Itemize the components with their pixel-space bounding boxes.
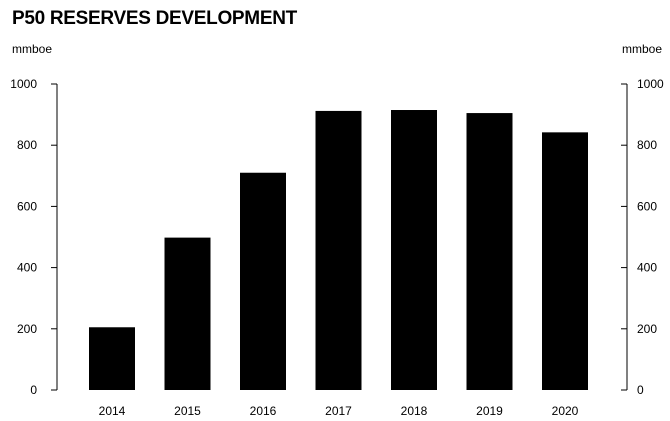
x-tick-label-2015: 2015 bbox=[174, 404, 201, 418]
right-tick-label-400: 400 bbox=[637, 261, 657, 275]
bar-2014 bbox=[89, 327, 135, 390]
right-tick-label-200: 200 bbox=[637, 322, 657, 336]
right-axis-unit: mmboe bbox=[621, 42, 662, 56]
x-tick-label-2017: 2017 bbox=[325, 404, 352, 418]
right-y-axis: 0 200 400 600 800 1000 bbox=[621, 77, 664, 397]
bars-group bbox=[89, 110, 588, 390]
x-tick-label-2019: 2019 bbox=[476, 404, 503, 418]
right-tick-label-1000: 1000 bbox=[637, 77, 664, 91]
x-tick-label-2018: 2018 bbox=[401, 404, 428, 418]
x-tick-label-2014: 2014 bbox=[99, 404, 126, 418]
right-tick-label-600: 600 bbox=[637, 199, 657, 213]
bar-2020 bbox=[542, 132, 588, 390]
chart-title: P50 RESERVES DEVELOPMENT bbox=[12, 8, 297, 29]
bar-2015 bbox=[164, 237, 211, 390]
left-tick-label-1000: 1000 bbox=[10, 77, 37, 91]
bar-2018 bbox=[391, 110, 437, 390]
right-tick-label-0: 0 bbox=[637, 383, 644, 397]
x-tick-label-2020: 2020 bbox=[552, 404, 579, 418]
left-tick-label-400: 400 bbox=[17, 261, 37, 275]
right-tick-label-800: 800 bbox=[637, 138, 657, 152]
left-axis-unit: mmboe bbox=[12, 42, 53, 56]
left-tick-label-0: 0 bbox=[30, 383, 37, 397]
left-tick-label-200: 200 bbox=[17, 322, 37, 336]
x-axis-labels: 2014 2015 2016 2017 2018 2019 2020 bbox=[99, 404, 579, 418]
left-tick-label-600: 600 bbox=[17, 199, 37, 213]
left-y-axis: 0 200 400 600 800 1000 bbox=[10, 77, 58, 397]
bar-2017 bbox=[315, 110, 362, 390]
bar-2019 bbox=[466, 113, 513, 390]
left-tick-label-800: 800 bbox=[17, 138, 37, 152]
bar-2016 bbox=[240, 172, 286, 390]
x-tick-label-2016: 2016 bbox=[250, 404, 277, 418]
